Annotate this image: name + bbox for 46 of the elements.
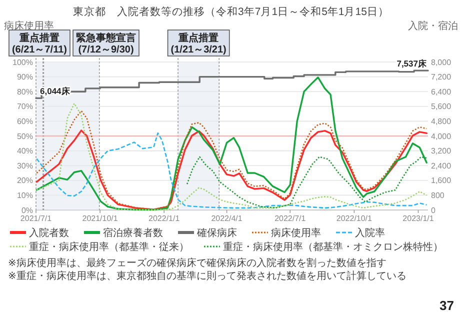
y2-tick-label: 0: [431, 206, 436, 215]
y2-tick-label: 3,200: [431, 146, 452, 156]
legend-label: 病床使用率: [271, 227, 321, 239]
y-tick-label: 10%: [16, 191, 33, 200]
band-label: 緊急事態宣言 (7/12～9/30): [76, 32, 136, 56]
y-tick-label: 40%: [16, 146, 33, 156]
y-tick-label: 20%: [16, 176, 33, 186]
legend-label: 確保病床: [196, 227, 237, 239]
legend-label: 重症・病床使用率（都基準・オミクロン株特性）: [223, 241, 443, 253]
y2-tick-label: 6,400: [431, 87, 452, 96]
y2-axis-title: 入院・宿泊: [408, 20, 458, 32]
x-tick-label: 2021/10/1: [82, 214, 118, 223]
y-tick-label: 50%: [16, 132, 33, 141]
x-tick-label: 2022/1/1: [148, 214, 180, 223]
legend-label: 入院者数: [29, 227, 69, 239]
band-label: 重点措置 (1/21～3/21): [170, 32, 226, 56]
x-tick-label: 2022/7/1: [274, 214, 306, 223]
y-tick-label: 100%: [12, 58, 33, 67]
y2-tick-label: 800: [431, 191, 445, 200]
y-tick-label: 80%: [16, 87, 33, 96]
y2-tick-label: 8,000: [431, 58, 452, 67]
y2-tick-label: 2,400: [431, 161, 452, 170]
y2-tick-label: 1,600: [431, 176, 452, 186]
x-tick-label: 2022/4/1: [211, 214, 243, 223]
y2-tick-label: 7,200: [431, 72, 452, 82]
legend-label: 宿泊療養者数: [103, 227, 163, 239]
x-tick-label: 2022/10/1: [336, 214, 373, 223]
text: 37: [440, 298, 454, 313]
title: 東京都 入院者数等の推移（令和3年7月1日～令和5年1月15日）: [73, 6, 389, 18]
text: ※病床使用率は、最終フェーズの確保病床で確保病床の入院者数を割った数値を指す: [8, 257, 386, 269]
text: ※重症・病床使用率は、東京都独自の基準に則って発表された数値を用いて計算している: [8, 270, 406, 282]
band-label: 重点措置 (6/21～7/11): [12, 32, 68, 56]
y-tick-label: 60%: [16, 117, 33, 126]
y2-tick-label: 4,800: [431, 117, 452, 126]
data-label: 7,537床: [396, 58, 428, 69]
legend-label: 入院率: [355, 227, 385, 239]
y2-tick-label: 4,000: [431, 132, 452, 141]
y2-tick-label: 5,600: [431, 102, 452, 112]
x-tick-label: 2021/7/1: [20, 214, 52, 223]
y-tick-label: 0%: [21, 206, 33, 215]
x-tick-label: 2023/1/1: [402, 214, 434, 223]
y-tick-label: 70%: [16, 102, 33, 112]
y-axis-title: 病床使用率: [4, 20, 54, 32]
y-tick-label: 90%: [16, 72, 33, 82]
legend-label: 重症・病床使用率（都基準・従来）: [29, 241, 189, 253]
y-tick-label: 30%: [16, 161, 33, 170]
